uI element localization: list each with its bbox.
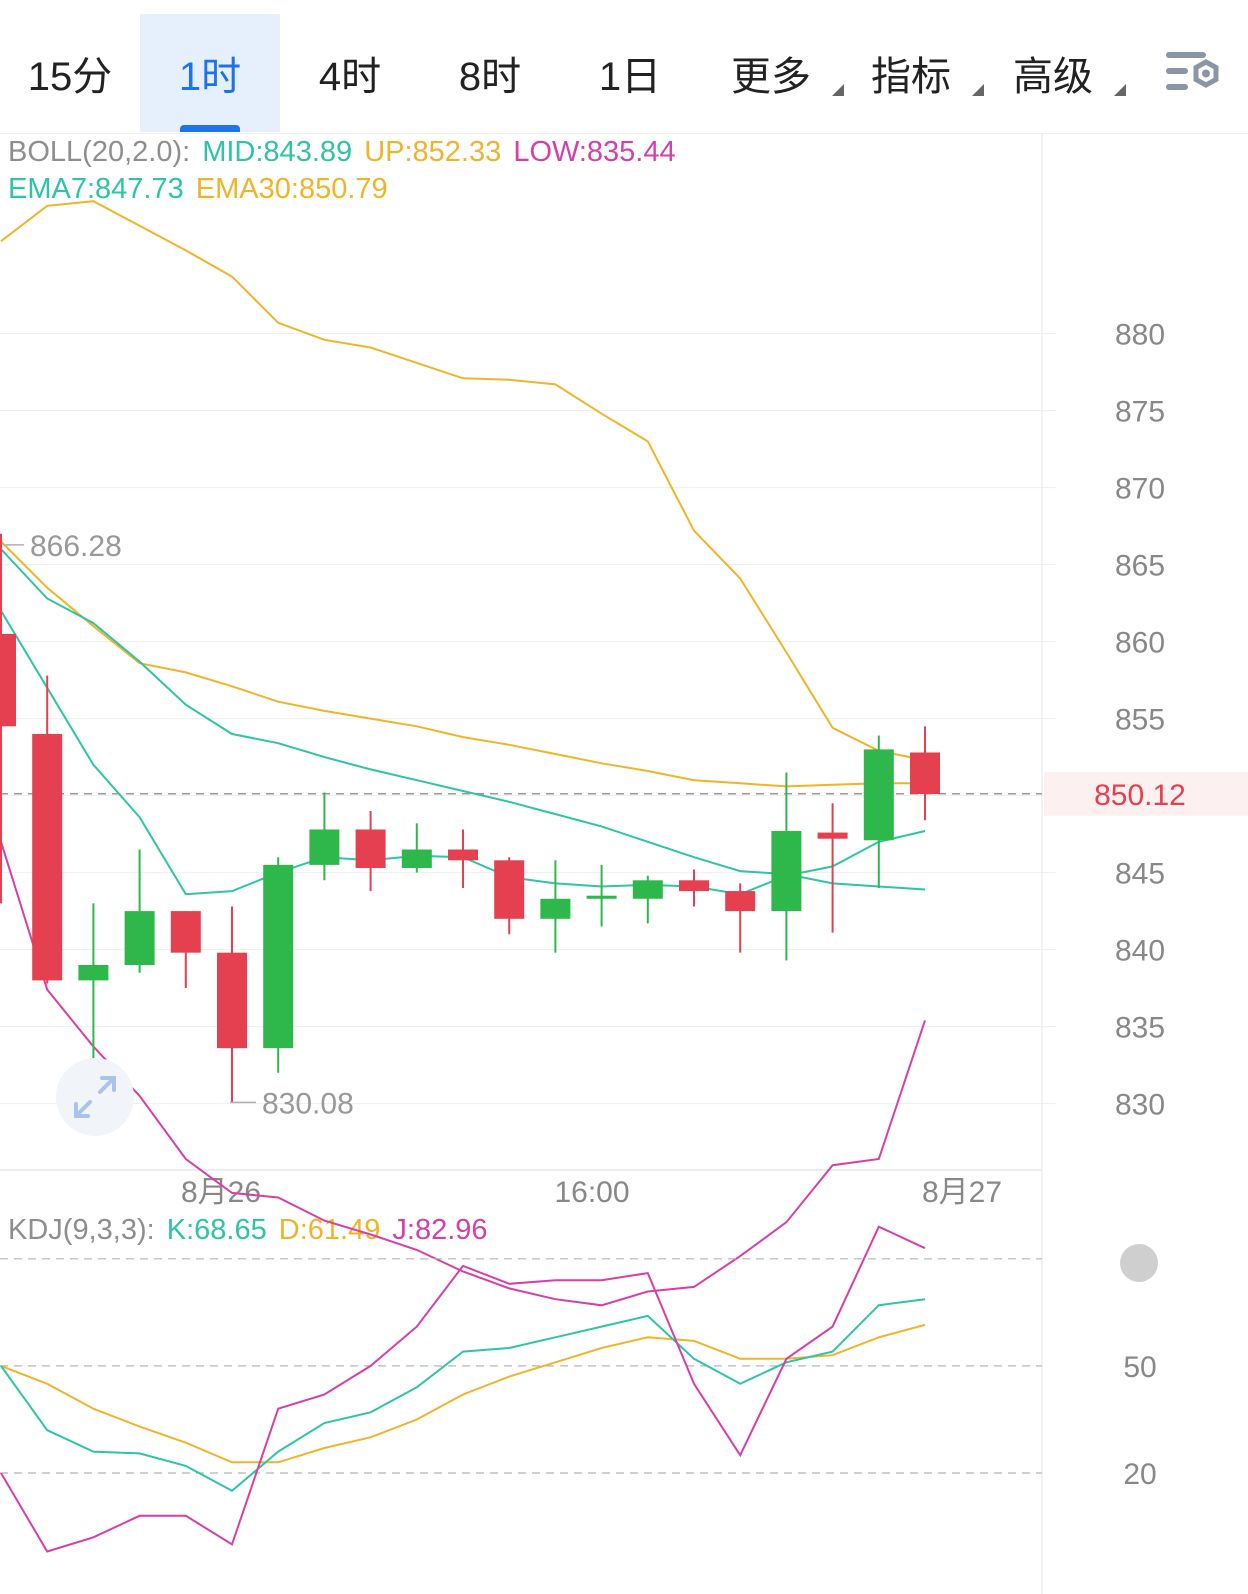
kdj-j-series (0, 1225, 926, 1553)
candle-up (401, 849, 432, 868)
tab-1d[interactable]: 1日 (560, 14, 700, 132)
tab-more[interactable]: 更多 (712, 14, 844, 132)
price-tick-label: 830 (1115, 1089, 1165, 1122)
tab-4h[interactable]: 4时 (280, 14, 420, 132)
tab-advanced[interactable]: 高级 (994, 14, 1126, 132)
price-tick-label: 880 (1115, 319, 1165, 352)
kdj-d-series (0, 1323, 926, 1464)
price-tick-label: 840 (1115, 935, 1165, 968)
time-axis-label: 8月27 (922, 1176, 1002, 1209)
candle-up (309, 829, 340, 865)
boll-up-series (0, 200, 926, 762)
expand-chart-button[interactable] (56, 1058, 134, 1136)
boll-legend: BOLL(20,2.0): MID:843.89 UP:852.33 LOW:8… (8, 136, 680, 169)
tab-label: 高级 (1013, 55, 1093, 99)
kdj-k-series (0, 1298, 926, 1493)
price-tick-label: 855 (1115, 704, 1165, 737)
candle-down (725, 891, 756, 912)
price-tick-label: 875 (1115, 396, 1165, 429)
boll-mid-series (0, 548, 926, 891)
candle-down (170, 911, 201, 953)
kdj-legend: KDJ(9,3,3): K:68.65 D:61.49 J:82.96 (8, 1214, 492, 1247)
price-tick-label: 860 (1115, 627, 1165, 660)
tab-label: 更多 (731, 55, 811, 99)
boll-low-value: LOW:835.44 (513, 136, 676, 168)
candle-down (494, 860, 525, 919)
kdj-j-value: J:82.96 (392, 1214, 488, 1246)
candle-down (32, 734, 63, 981)
tab-label: 1时 (178, 55, 242, 99)
candle-down (679, 880, 709, 892)
price-tick-label: 870 (1115, 473, 1165, 506)
kdj-k-value: K:68.65 (166, 1214, 267, 1246)
candle-up (263, 864, 294, 1049)
candle-up (586, 895, 617, 899)
last-price-label-bg (1044, 771, 1248, 816)
expand-arrows-icon (74, 1076, 116, 1118)
tab-label: 15分 (27, 55, 113, 99)
kdj-tick-label: 20 (1123, 1458, 1156, 1491)
kdj-d-value: D:61.49 (278, 1214, 381, 1246)
tab-15m[interactable]: 15分 (0, 14, 140, 132)
tab-label: 4时 (318, 55, 382, 99)
tab-indicators[interactable]: 指标 (852, 14, 984, 132)
price-tick-label: 845 (1115, 858, 1165, 891)
ema30-value: EMA30:850.79 (195, 173, 388, 205)
active-tab-indicator (180, 125, 240, 132)
interval-tab-bar: 15分 1时 4时 8时 1日 更多 指标 高级 (0, 0, 1248, 134)
candle-down (217, 952, 247, 1049)
candle-down (817, 832, 848, 839)
time-axis-label: 8月26 (181, 1176, 261, 1209)
price-tick-label: 835 (1115, 1012, 1165, 1045)
kdj-name: KDJ(9,3,3): (8, 1214, 155, 1246)
tab-label: 8时 (458, 55, 522, 99)
chart-settings-icon[interactable] (1166, 48, 1228, 100)
boll-name: BOLL(20,2.0): (8, 136, 191, 168)
dropdown-caret-icon (832, 84, 844, 96)
kdj-scroll-handle[interactable] (1120, 1244, 1158, 1282)
ema-legend: EMA7:847.73 EMA30:850.79 (8, 173, 392, 206)
dropdown-caret-icon (1114, 84, 1126, 96)
candle-up (540, 898, 571, 919)
candle-up (863, 749, 894, 841)
last-price-label: 850.12 (1094, 779, 1186, 812)
candle-up (771, 831, 802, 912)
boll-low-series (0, 841, 926, 1307)
candle-down (355, 829, 386, 868)
tab-label: 指标 (871, 55, 951, 99)
max-price-label: 866.28 (30, 530, 122, 563)
kdj-tick-label: 50 (1123, 1351, 1156, 1384)
candle-up (78, 965, 109, 981)
boll-mid-value: MID:843.89 (202, 136, 353, 168)
dropdown-caret-icon (972, 84, 984, 96)
price-tick-label: 865 (1115, 550, 1165, 583)
candle-down (0, 633, 16, 727)
candle-up (632, 880, 663, 899)
ema7-value: EMA7:847.73 (8, 173, 184, 205)
tab-8h[interactable]: 8时 (420, 14, 560, 132)
time-axis-label: 16:00 (554, 1176, 629, 1209)
min-price-label: 830.08 (262, 1087, 354, 1120)
boll-up-value: UP:852.33 (364, 136, 502, 168)
candle-down (910, 752, 940, 795)
candle-up (124, 911, 155, 965)
tab-label: 1日 (598, 55, 662, 99)
candle-down (448, 849, 478, 861)
tab-1h[interactable]: 1时 (140, 14, 280, 132)
ema30-series (0, 540, 925, 788)
